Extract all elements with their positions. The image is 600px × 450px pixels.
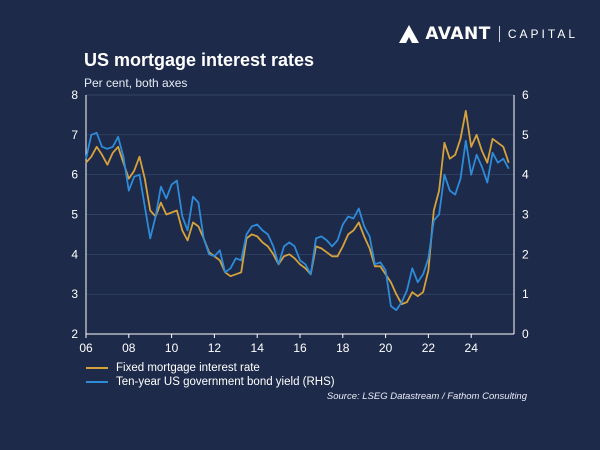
x-tick-label: 24 bbox=[465, 341, 479, 355]
brand-logo: AVANT CAPITAL bbox=[399, 24, 578, 44]
x-tick-label: 18 bbox=[336, 341, 350, 355]
y-right-tick-label: 3 bbox=[522, 208, 529, 222]
y-right-tick-label: 0 bbox=[522, 327, 529, 341]
legend-label-mortgage: Fixed mortgage interest rate bbox=[116, 362, 260, 374]
series-line-bond-yield bbox=[85, 131, 510, 312]
legend-item-bond-yield: Ten-year US government bond yield (RHS) bbox=[86, 375, 335, 389]
gridlines bbox=[86, 94, 514, 335]
y-right-tick-label: 5 bbox=[522, 128, 529, 142]
series-lines bbox=[85, 110, 510, 312]
axes bbox=[85, 95, 515, 338]
y-left-tick-label: 5 bbox=[71, 208, 78, 222]
y-left-tick-label: 3 bbox=[71, 287, 78, 301]
brand-suffix: CAPITAL bbox=[507, 27, 578, 41]
legend-swatch-mortgage bbox=[86, 367, 108, 369]
x-tick-label: 14 bbox=[251, 341, 265, 355]
chart-subtitle: Per cent, both axes bbox=[84, 76, 188, 90]
avant-logo-icon bbox=[399, 25, 420, 43]
y-right-tick-label: 6 bbox=[522, 88, 529, 102]
y-left-tick-label: 8 bbox=[71, 88, 78, 102]
y-left-tick-label: 4 bbox=[71, 247, 78, 261]
y-left-tick-label: 6 bbox=[71, 168, 78, 182]
y-right-tick-label: 2 bbox=[522, 247, 529, 261]
x-tick-label: 20 bbox=[379, 341, 393, 355]
chart-title: US mortgage interest rates bbox=[84, 50, 315, 70]
legend-item-mortgage: Fixed mortgage interest rate bbox=[86, 361, 335, 375]
y-left-tick-label: 2 bbox=[71, 327, 78, 341]
x-tick-label: 06 bbox=[79, 341, 93, 355]
legend-swatch-bond-yield bbox=[86, 381, 108, 383]
source-note: Source: LSEG Datastream / Fathom Consult… bbox=[326, 391, 527, 402]
series-line-mortgage-rate bbox=[85, 110, 510, 306]
x-tick-label: 10 bbox=[165, 341, 179, 355]
y-right-tick-label: 1 bbox=[522, 287, 529, 301]
y-right-tick-label: 4 bbox=[522, 168, 529, 182]
x-tick-label: 16 bbox=[293, 341, 307, 355]
y-left-tick-label: 7 bbox=[71, 128, 78, 142]
brand-divider bbox=[498, 26, 500, 42]
brand-name: AVANT bbox=[425, 24, 491, 44]
legend-label-bond-yield: Ten-year US government bond yield (RHS) bbox=[116, 376, 335, 388]
x-tick-label: 12 bbox=[208, 341, 222, 355]
x-tick-label: 08 bbox=[122, 341, 136, 355]
x-tick-label: 22 bbox=[422, 341, 436, 355]
legend: Fixed mortgage interest rate Ten-year US… bbox=[86, 361, 335, 389]
